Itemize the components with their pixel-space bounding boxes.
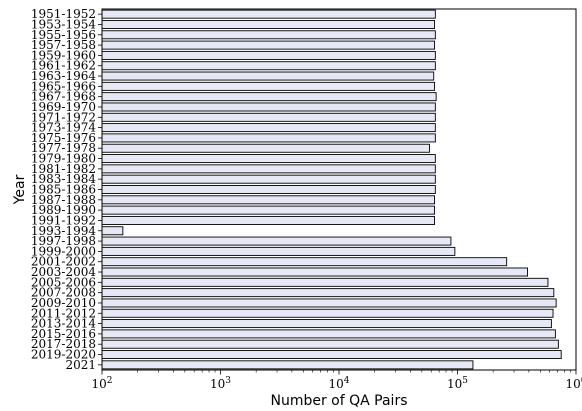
bar-1981-1982 — [101, 164, 436, 174]
y-tick-label: 1981-1982 — [31, 162, 96, 176]
bar-2005-2006 — [101, 277, 549, 287]
bar-1961-1962 — [101, 61, 436, 71]
bar-1959-1960 — [101, 50, 436, 60]
bar-2003-2004 — [101, 267, 528, 277]
y-tick-label: 1997-1998 — [31, 234, 96, 248]
bar-2021 — [101, 360, 474, 370]
y-tick-label: 1957-1958 — [31, 38, 96, 52]
bar-1973-1974 — [101, 123, 436, 133]
y-tick-label: 2009-2010 — [31, 296, 96, 310]
y-tick-label: 2019-2020 — [31, 348, 96, 362]
y-tick-label: 1993-1994 — [31, 224, 96, 238]
y-tick-label: 2013-2014 — [31, 317, 96, 331]
bar-1953-1954 — [101, 19, 435, 29]
bar-2001-2002 — [101, 257, 508, 267]
y-tick-label: 1991-1992 — [31, 213, 96, 227]
bar-1967-1968 — [101, 92, 437, 102]
y-tick-label: 2015-2016 — [31, 327, 96, 341]
bar-2009-2010 — [101, 298, 557, 308]
bar-1997-1998 — [101, 236, 452, 246]
bar-1957-1958 — [101, 40, 435, 50]
y-tick-label: 1965-1966 — [31, 79, 96, 93]
bar-1993-1994 — [101, 226, 124, 236]
y-tick-label: 1953-1954 — [31, 17, 96, 31]
bar-1963-1964 — [101, 71, 435, 81]
bar-2007-2008 — [101, 288, 555, 298]
bar-1999-2000 — [101, 246, 456, 256]
y-tick-label: 1973-1974 — [31, 121, 96, 135]
y-tick-label: 1967-1968 — [31, 90, 96, 104]
bar-2015-2016 — [101, 329, 556, 339]
plot-frame — [101, 8, 577, 371]
y-tick-label: 2011-2012 — [31, 306, 96, 320]
bars-group — [101, 9, 562, 370]
bar-1991-1992 — [101, 215, 435, 225]
y-tick-label: 1983-1984 — [31, 172, 96, 186]
y-tick-label: 2003-2004 — [31, 265, 96, 279]
y-tick-label: 2017-2018 — [31, 337, 96, 351]
bar-2013-2014 — [101, 319, 552, 329]
bar-1969-1970 — [101, 102, 436, 112]
y-tick-label: 2021 — [65, 358, 96, 372]
bar-1987-1988 — [101, 195, 435, 205]
y-tick-label: 1975-1976 — [31, 131, 96, 145]
x-tick-label: 106 — [565, 376, 582, 391]
bar-1965-1966 — [101, 81, 435, 91]
y-axis-title: Year — [12, 174, 28, 205]
x-ticks-group: 102 103 104 105 106 — [91, 370, 582, 391]
y-tick-label: 1963-1964 — [31, 69, 96, 83]
bar-1983-1984 — [101, 174, 436, 184]
bar-2019-2020 — [101, 350, 562, 360]
x-axis-title: Number of QA Pairs — [270, 393, 407, 409]
y-tick-label: 1985-1986 — [31, 183, 96, 197]
y-tick-label: 1959-1960 — [31, 48, 96, 62]
y-ticks-group: 1951-19521953-19541955-19561957-19581959… — [31, 7, 102, 372]
y-tick-label: 1987-1988 — [31, 193, 96, 207]
bar-1977-1978 — [101, 143, 430, 153]
y-tick-label: 2001-2002 — [31, 255, 96, 269]
y-tick-label: 1969-1970 — [31, 100, 96, 114]
y-tick-label: 1961-1962 — [31, 59, 96, 73]
y-tick-label: 2005-2006 — [31, 275, 96, 289]
bar-2011-2012 — [101, 308, 554, 318]
x-tick-label: 103 — [210, 376, 231, 391]
bar-1985-1986 — [101, 185, 436, 194]
y-tick-label: 2007-2008 — [31, 286, 96, 300]
y-tick-label: 1999-2000 — [31, 244, 96, 258]
x-tick-label: 105 — [447, 376, 468, 391]
y-tick-label: 1971-1972 — [31, 110, 96, 124]
bar-1971-1972 — [101, 112, 436, 122]
x-tick-label: 102 — [91, 376, 112, 391]
bar-1951-1952 — [101, 9, 436, 19]
bar-1989-1990 — [101, 205, 435, 215]
bar-2017-2018 — [101, 339, 559, 349]
y-tick-label: 1989-1990 — [31, 203, 96, 217]
x-tick-label: 104 — [328, 376, 349, 391]
bar-1975-1976 — [101, 133, 436, 143]
y-tick-label: 1979-1980 — [31, 152, 96, 166]
bar-1955-1956 — [101, 30, 436, 40]
y-tick-label: 1955-1956 — [31, 28, 96, 42]
bar-1979-1980 — [101, 154, 436, 164]
y-tick-label: 1951-1952 — [31, 7, 96, 21]
y-tick-label: 1977-1978 — [31, 141, 96, 155]
